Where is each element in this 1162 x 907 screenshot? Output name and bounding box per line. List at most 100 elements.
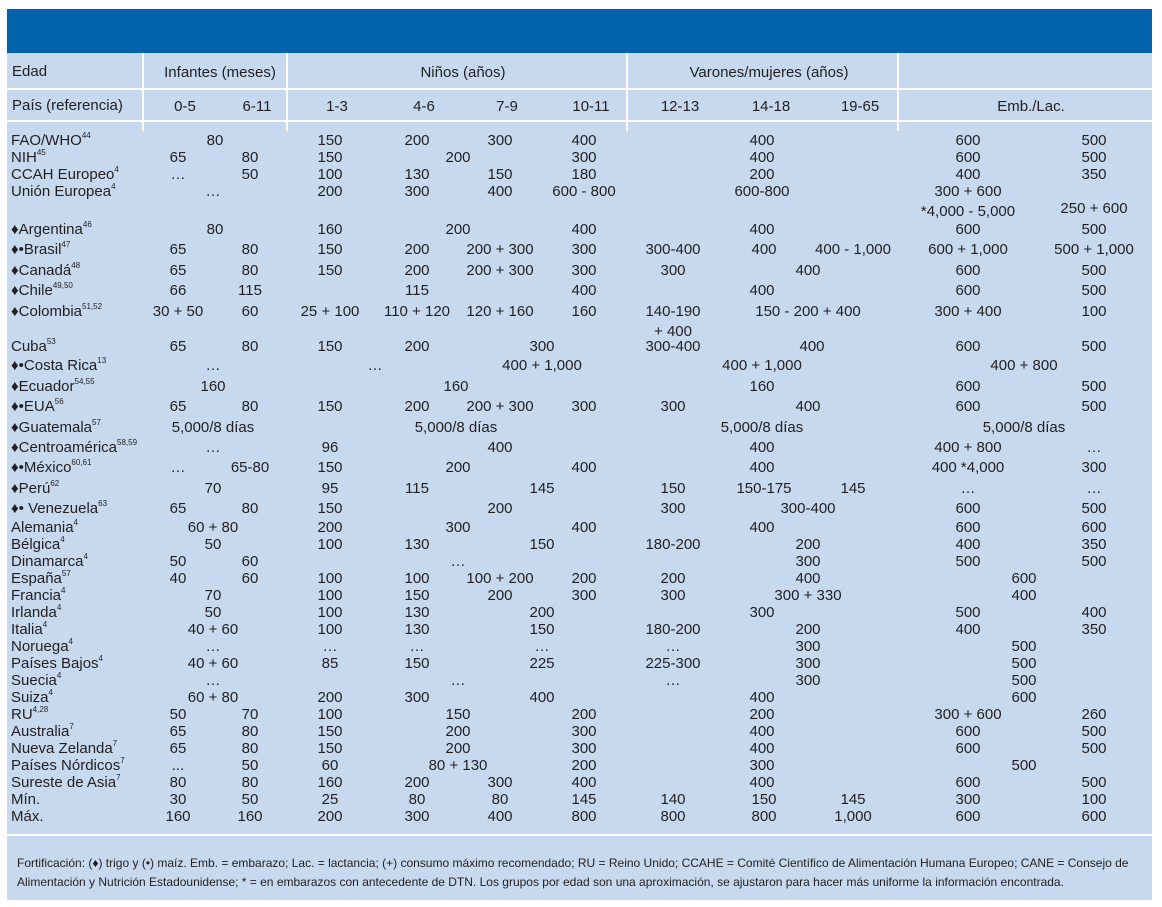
country-label: Dinamarca4 <box>11 552 88 570</box>
table-cell: 500 <box>1081 774 1107 791</box>
table-cell: 300 <box>749 604 775 621</box>
table-cell: 200 <box>571 757 597 774</box>
table-cell: … <box>205 183 221 200</box>
table-cell: 80 <box>241 774 259 791</box>
table-cell: 200 <box>445 723 471 740</box>
table-cell: 200 + 300 <box>466 262 534 279</box>
table-cell: 100 <box>317 706 343 723</box>
table-cell: 150 <box>445 706 471 723</box>
table-cell: 300 <box>660 500 686 517</box>
table-cell: 150 <box>317 149 343 166</box>
header-subcolumn: 4-6 <box>413 98 435 115</box>
table-cell: … <box>205 439 221 456</box>
table-cell: 80 <box>241 338 259 355</box>
table-cell: 400 <box>749 723 775 740</box>
table-cell: 65 <box>169 262 187 279</box>
table-cell: 50 <box>241 166 259 183</box>
table-cell: 400 <box>571 132 597 149</box>
table-cell: 400 <box>1081 604 1107 621</box>
header-group: Niños (años) <box>420 64 506 81</box>
table-cell: … <box>170 459 186 476</box>
table-cell: 150 <box>317 398 343 415</box>
table-cell: 130 <box>404 536 430 553</box>
table-cell: 600 <box>1081 519 1107 536</box>
table-cell: 100 <box>317 570 343 587</box>
table-cell: 160 <box>237 808 263 825</box>
table-cell: 60 <box>321 757 339 774</box>
table-cell: 160 <box>317 221 343 238</box>
table-cell: 1,000 <box>834 808 872 825</box>
table-cell: 80 <box>169 774 187 791</box>
table-cell: 100 <box>317 587 343 604</box>
table-cell: 150 <box>317 262 343 279</box>
table-cell: 400 <box>749 689 775 706</box>
table-cell: 65 <box>169 500 187 517</box>
table-cell: 150 <box>317 740 343 757</box>
table-cell: 250 + 600 <box>1060 200 1128 217</box>
table-cell: 200 <box>317 689 343 706</box>
table-cell: 160 <box>443 378 469 395</box>
country-label: ♦Canadá48 <box>11 261 81 279</box>
header-subcolumn: 1-3 <box>326 98 348 115</box>
country-label: Mín. <box>11 791 41 808</box>
column-divider <box>286 53 288 131</box>
table-cell: 600 <box>955 262 981 279</box>
table-cell: 150 <box>317 132 343 149</box>
country-label: Cuba53 <box>11 337 56 355</box>
table-cell: … <box>450 672 466 689</box>
table-cell: 200 <box>445 740 471 757</box>
table-cell: 70 <box>241 706 259 723</box>
country-label: ♦•EUA56 <box>11 397 64 415</box>
table-cell: 200 <box>317 519 343 536</box>
table-cell: 500 <box>1011 638 1037 655</box>
table-cell: 600 <box>955 149 981 166</box>
table-cell: 160 <box>749 378 775 395</box>
column-divider <box>897 53 899 131</box>
table-cell: … <box>960 480 976 497</box>
table-cell: 50 <box>241 791 259 808</box>
table-cell: 80 <box>241 740 259 757</box>
table-cell: 600 <box>1011 570 1037 587</box>
table-cell: 400 <box>795 570 821 587</box>
country-label: Italia4 <box>11 620 48 638</box>
header-subcolumn: 14-18 <box>751 98 791 115</box>
table-cell: 300 <box>660 398 686 415</box>
table-cell: 400 <box>795 398 821 415</box>
header-body-divider <box>7 120 1152 122</box>
country-label: Suiza4 <box>11 688 53 706</box>
country-label: RU4,28 <box>11 705 49 723</box>
table-cell: 200 <box>404 774 430 791</box>
table-cell: … <box>367 357 383 374</box>
table-cell: 180-200 <box>645 536 701 553</box>
table-cell: 145 <box>840 480 866 497</box>
table-cell: 200 <box>571 570 597 587</box>
table-cell: 300 <box>571 398 597 415</box>
table-cell: 400 <box>749 221 775 238</box>
table-cell: 400 <box>749 519 775 536</box>
table-cell: *4,000 - 5,000 <box>920 203 1016 220</box>
table-cell: 130 <box>404 166 430 183</box>
table-cell: 800 <box>751 808 777 825</box>
table-cell: 500 <box>1081 378 1107 395</box>
table-cell: 200 <box>317 183 343 200</box>
table-cell: 80 <box>241 262 259 279</box>
table-cell: 145 <box>571 791 597 808</box>
table-cell: 50 <box>241 757 259 774</box>
table-cell: 400 <box>571 282 597 299</box>
table-cell: 65 <box>169 338 187 355</box>
table-cell: 150 <box>529 536 555 553</box>
country-label: ♦Centroamérica58,59 <box>11 438 138 456</box>
table-cell: … <box>1086 439 1102 456</box>
table-cell: 200 <box>529 604 555 621</box>
table-cell: 300 <box>795 553 821 570</box>
table-cell: 130 <box>404 604 430 621</box>
table-cell: 400 <box>571 221 597 238</box>
table-cell: 70 <box>204 480 222 497</box>
table-cell: 300-400 <box>780 500 836 517</box>
table-cell: 600 <box>955 398 981 415</box>
table-cell: … <box>205 638 221 655</box>
table-cell: … <box>205 672 221 689</box>
table-cell: 300 <box>955 791 981 808</box>
country-label: Sureste de Asia7 <box>11 773 121 791</box>
table-cell: 80 <box>241 723 259 740</box>
